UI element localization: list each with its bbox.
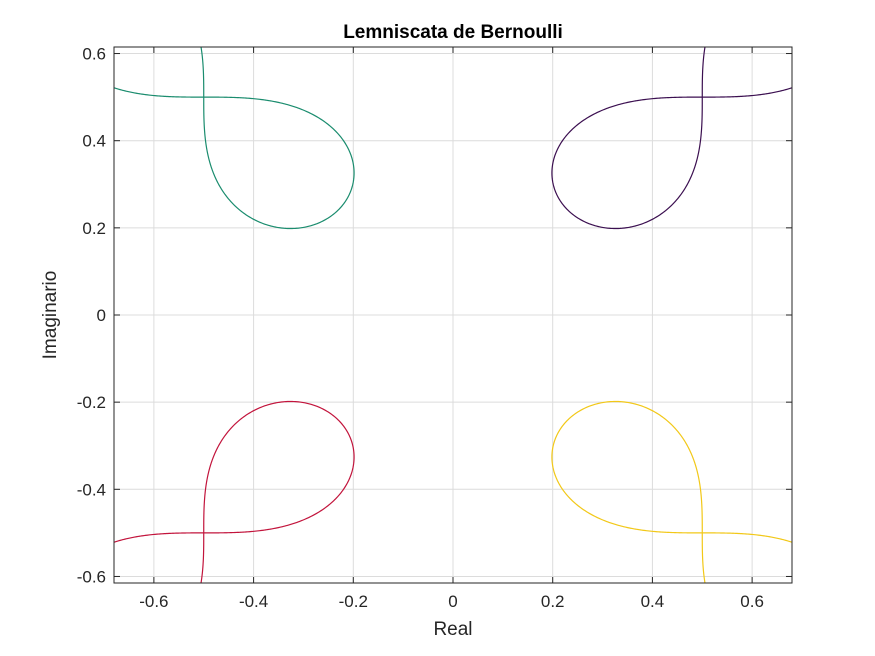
y-tick-label: 0.4 bbox=[82, 132, 106, 151]
y-tick-label: -0.2 bbox=[77, 393, 106, 412]
y-tick-label: 0 bbox=[97, 306, 106, 325]
x-tick-label: 0.4 bbox=[641, 592, 665, 611]
lemniscate-curve-1 bbox=[551, 47, 792, 230]
chart-title: Lemniscata de Bernoulli bbox=[343, 22, 563, 43]
ticks: -0.6 -0.4 -0.2 0 0.2 0.4 0.6 -0.6 -0.4 -0.2 0 0.2 0.… bbox=[77, 45, 792, 611]
lemniscate-curve-3 bbox=[114, 400, 355, 583]
x-tick-label: -0.4 bbox=[239, 592, 268, 611]
lemniscate-curve-4 bbox=[551, 400, 792, 583]
x-tick-label: 0.6 bbox=[740, 592, 764, 611]
lemniscate-curve-2 bbox=[114, 47, 355, 230]
y-tick-label: 0.6 bbox=[82, 45, 106, 64]
x-tick-label: 0 bbox=[448, 592, 457, 611]
y-tick-label: 0.2 bbox=[82, 219, 106, 238]
grid bbox=[114, 47, 792, 583]
y-axis-label: Imaginario bbox=[40, 271, 61, 360]
x-axis-label: Real bbox=[433, 619, 472, 640]
x-tick-label: -0.6 bbox=[139, 592, 168, 611]
curves bbox=[114, 47, 792, 583]
x-tick-label: 0.2 bbox=[541, 592, 565, 611]
x-tick-label: -0.2 bbox=[339, 592, 368, 611]
y-tick-label: -0.6 bbox=[77, 567, 106, 586]
y-tick-label: -0.4 bbox=[77, 480, 106, 499]
